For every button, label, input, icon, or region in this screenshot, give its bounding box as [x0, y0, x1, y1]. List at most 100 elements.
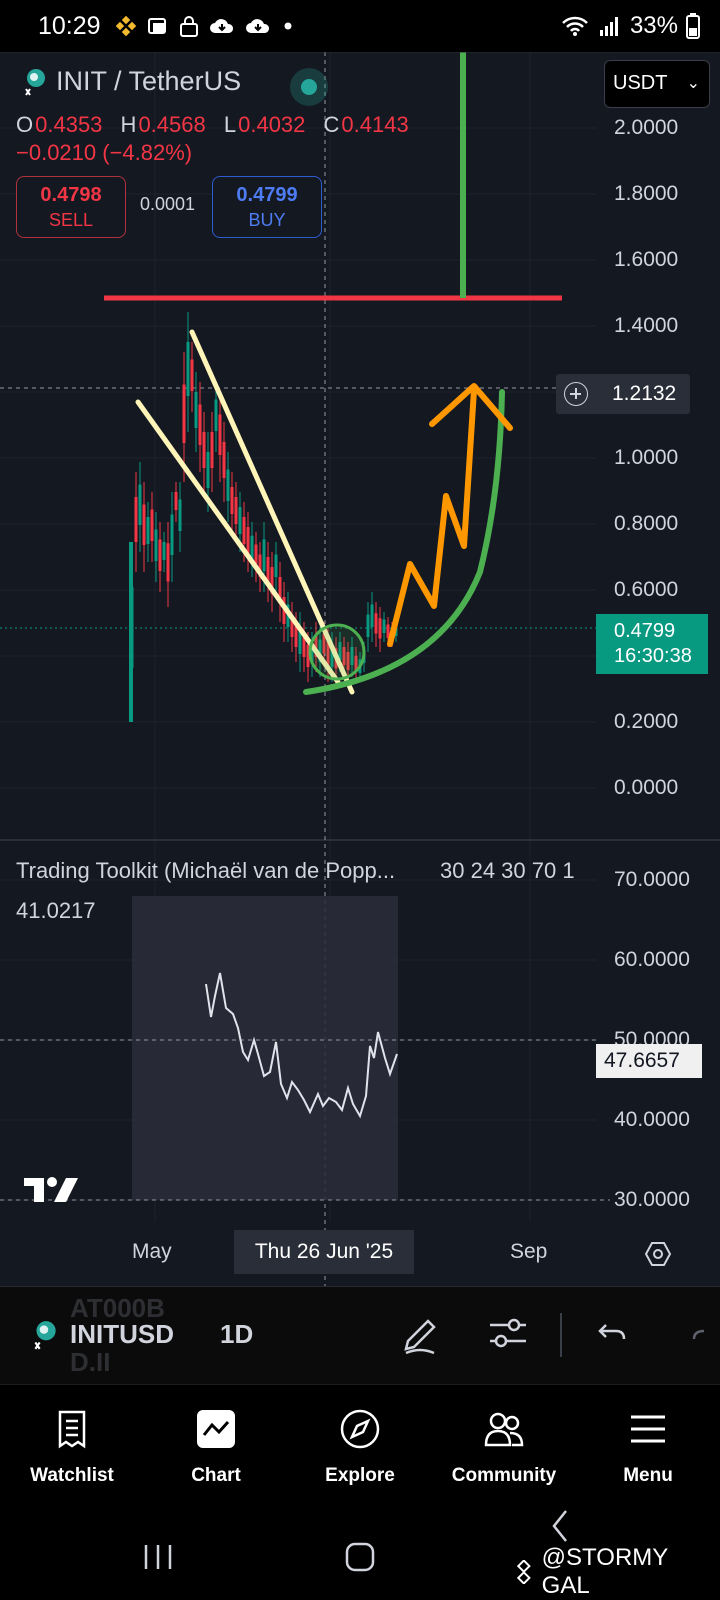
candle-body [138, 484, 142, 525]
add-alert-plus-icon[interactable] [564, 382, 588, 406]
candle-body [318, 639, 322, 662]
candle-body [254, 544, 258, 567]
ohlc-values: O0.4353 H0.4568 L0.4032 C0.4143 [16, 112, 421, 138]
currency-select[interactable]: USDT ⌄ [604, 60, 710, 108]
chart-area[interactable]: 2.0000 1.8000 1.6000 1.4000 1.0000 0.800… [0, 52, 720, 1286]
candles [129, 312, 398, 722]
tradingview-logo-icon[interactable] [22, 1174, 80, 1204]
crosshair-date-label: Thu 26 Jun '25 [234, 1230, 414, 1274]
binance-icon [115, 15, 137, 37]
redo-icon[interactable] [690, 1311, 720, 1355]
wedge-upper-line [189, 329, 355, 695]
spread-value: 0.0001 [140, 194, 196, 214]
market-open-indicator [290, 68, 328, 106]
crosshair-price-value: 1.2132 [612, 382, 677, 405]
nav-explore[interactable]: Explore [288, 1385, 432, 1515]
price-label-1-0: 1.0000 [614, 446, 679, 469]
candle-body [178, 499, 182, 531]
candle-body [190, 359, 194, 391]
candle-body [274, 554, 278, 577]
time-label-sep: Sep [510, 1240, 548, 1263]
candle-body [194, 392, 198, 428]
candle-body [214, 399, 218, 431]
candle-body [322, 633, 326, 654]
back-icon[interactable] [548, 1508, 572, 1544]
recent-apps-icon[interactable] [142, 1542, 174, 1572]
sell-label: SELL [48, 210, 94, 230]
init-logo-icon [25, 68, 45, 96]
undo-icon[interactable] [596, 1311, 630, 1355]
candle-body [366, 614, 370, 637]
candle-body [174, 492, 178, 510]
close-value: 0.4143 [341, 112, 409, 137]
currency-value: USDT [613, 72, 668, 94]
chart-canvas[interactable] [0, 52, 720, 1286]
compass-icon [340, 1409, 380, 1449]
nav-watchlist[interactable]: Watchlist [0, 1385, 144, 1515]
low-label: L [223, 112, 237, 137]
chart-icon [197, 1410, 235, 1448]
nav-community[interactable]: Community [432, 1385, 576, 1515]
candle-body [306, 644, 310, 667]
symbol-search-button[interactable]: INITUSD [70, 1319, 174, 1349]
indicators-settings-icon[interactable] [488, 1311, 528, 1355]
symbol-title[interactable]: INIT / TetherUS [56, 66, 242, 96]
battery-percent: 33% [629, 12, 678, 39]
status-system-icons: 33% [560, 12, 700, 40]
price-label-1-6: 1.6000 [614, 248, 679, 271]
price-label-0-2: 0.2000 [614, 710, 679, 733]
candle-body [210, 432, 214, 468]
osc-label-30: 30.0000 [614, 1188, 690, 1211]
open-label: O [16, 112, 34, 137]
sell-button[interactable]: 0.4798 SELL [16, 176, 126, 238]
candle-body [354, 655, 358, 672]
time-label-may: May [132, 1240, 172, 1263]
crosshair-price-label[interactable]: 1.2132 [556, 374, 690, 414]
nav-label-explore: Explore [325, 1465, 395, 1486]
candle-body [234, 497, 238, 524]
candle-body [202, 432, 206, 468]
drawing-tools-icon[interactable] [400, 1311, 440, 1355]
candle-body [150, 509, 154, 541]
candle-body [134, 497, 138, 542]
candle-body [238, 507, 242, 534]
nav-label-community: Community [451, 1465, 557, 1486]
nav-chart[interactable]: Chart [144, 1385, 288, 1515]
status-notification-icons [114, 14, 296, 38]
parabolic-curve [303, 389, 505, 695]
signal-icon [599, 17, 618, 36]
chart-toolbar: AT000B D.II INITUSD 1D [0, 1286, 720, 1384]
nav-menu[interactable]: Menu [576, 1385, 720, 1515]
last-price-tag: 0.4799 16:30:38 [596, 614, 708, 674]
candle-body [374, 613, 378, 634]
candle-body [226, 469, 230, 501]
symbol-header[interactable]: INIT / TetherUS [22, 66, 241, 97]
buy-label: BUY [248, 210, 286, 230]
osc-label-70: 70.0000 [614, 868, 690, 891]
interval-button[interactable]: 1D [220, 1319, 254, 1349]
indicator-title[interactable]: Trading Toolkit (Michaël van de Popp... [16, 858, 396, 883]
nav-label-chart: Chart [191, 1465, 241, 1486]
binance-icon [516, 1560, 531, 1584]
candle-body [158, 539, 162, 571]
candle-body-first [129, 542, 133, 722]
osc-label-40: 40.0000 [614, 1108, 690, 1131]
cloud-download-icon [246, 19, 270, 33]
projection-arrow-head [429, 383, 513, 431]
candle-body [338, 642, 342, 660]
bar-countdown: 16:30:38 [614, 645, 692, 667]
buy-button[interactable]: 0.4799 BUY [212, 176, 322, 238]
home-icon[interactable] [344, 1541, 376, 1573]
candle-body [314, 634, 318, 657]
candle-body [298, 627, 302, 654]
candle-body [302, 634, 306, 657]
watermark-text: @STORMY GAL [541, 1544, 668, 1599]
bottom-navigation: Watchlist Chart Explore Community Menu [0, 1384, 720, 1514]
price-label-1-8: 1.8000 [614, 182, 679, 205]
chart-settings-icon[interactable] [644, 1240, 672, 1268]
last-price-value: 0.4799 [614, 620, 676, 642]
candle-body [206, 452, 210, 488]
price-label-0-0: 0.0000 [614, 776, 679, 799]
menu-icon [631, 1415, 665, 1443]
system-navigation-bar: @STORMY GAL [0, 1510, 720, 1600]
